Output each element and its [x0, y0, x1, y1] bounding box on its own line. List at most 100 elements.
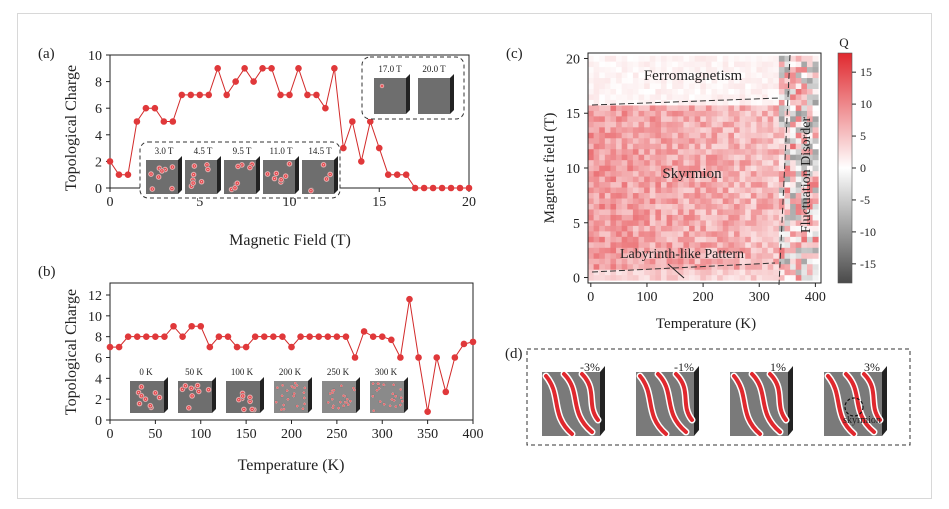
- heatmap-cell: [588, 274, 595, 281]
- heatmap-cell: [795, 214, 802, 221]
- heatmap-cell: [705, 126, 712, 133]
- heatmap-cell: [795, 258, 802, 265]
- heatmap-cell: [677, 269, 684, 276]
- heatmap-cell: [672, 247, 679, 254]
- data-point: [358, 158, 365, 165]
- heatmap-cell: [638, 159, 645, 166]
- inset-temperature-label: 250 K: [327, 367, 350, 377]
- heatmap-cell: [705, 236, 712, 243]
- heatmap-cell: [767, 176, 774, 183]
- heatmap-cell: [627, 66, 634, 73]
- heatmap-cell: [762, 214, 769, 221]
- heatmap-cell: [644, 55, 651, 62]
- heatmap-cell: [604, 258, 611, 265]
- heatmap-cell: [627, 214, 634, 221]
- data-point: [205, 91, 213, 99]
- heatmap-cell: [739, 94, 746, 100]
- heatmap-cell: [756, 198, 763, 204]
- heatmap-cell: [694, 154, 701, 161]
- heatmap-cell: [644, 61, 651, 68]
- heatmap-cell: [711, 132, 718, 139]
- heatmap-cell: [627, 115, 634, 122]
- heatmap-cell: [700, 94, 707, 100]
- heatmap-cell: [677, 66, 684, 73]
- heatmap-cell: [694, 220, 701, 226]
- heatmap-cell: [773, 236, 780, 243]
- heatmap-cell: [644, 94, 651, 100]
- heatmap-cell: [593, 110, 600, 117]
- heatmap-cell: [700, 214, 707, 221]
- heatmap-cell: [599, 230, 606, 237]
- heatmap-cell: [621, 148, 628, 155]
- heatmap-cell: [722, 192, 729, 199]
- heatmap-cell: [689, 66, 696, 73]
- heatmap-cell: [621, 88, 628, 95]
- heatmap-cell: [660, 121, 668, 128]
- heatmap-cell: [689, 241, 696, 248]
- heatmap-cell: [683, 241, 690, 248]
- heatmap-cell: [593, 187, 600, 194]
- heatmap-cell: [604, 198, 611, 204]
- heatmap-cell: [593, 181, 600, 188]
- heatmap-cell: [649, 214, 656, 221]
- heatmap-cell: [655, 192, 662, 199]
- heatmap-cell: [666, 170, 673, 177]
- heatmap-cell: [677, 209, 684, 215]
- heatmap-cell: [655, 88, 662, 95]
- heatmap-cell: [689, 176, 696, 183]
- heatmap-cell: [638, 94, 645, 100]
- data-point: [456, 184, 464, 192]
- heatmap-cell: [812, 115, 819, 122]
- heatmap-cell: [666, 154, 673, 161]
- heatmap-cell: [750, 241, 757, 248]
- heatmap-cell: [750, 115, 757, 122]
- heatmap-cell: [773, 148, 780, 155]
- heatmap-cell: [649, 269, 656, 276]
- heatmap-cell: [773, 88, 780, 95]
- heatmap-cell: [806, 77, 813, 84]
- data-point: [469, 338, 477, 346]
- inset-texture-image: [322, 377, 360, 413]
- heatmap-cell: [644, 220, 651, 226]
- heatmap-cell: [795, 247, 802, 254]
- heatmap-cell: [666, 269, 673, 276]
- heatmap-cell: [655, 236, 662, 243]
- heatmap-cell: [745, 252, 752, 259]
- heatmap-cell: [722, 143, 729, 150]
- inset-texture-image: [224, 156, 260, 194]
- heatmap-cell: [767, 61, 774, 68]
- heatmap-cell: [756, 94, 763, 100]
- data-point: [342, 333, 350, 340]
- heatmap-cell: [700, 220, 707, 226]
- heatmap-cell: [689, 61, 696, 68]
- heatmap-cell: [705, 115, 712, 122]
- heatmap-cell: [599, 236, 606, 243]
- heatmap-cell: [655, 263, 662, 270]
- heatmap-cell: [627, 88, 634, 95]
- heatmap-cell: [722, 132, 729, 139]
- heatmap-cell: [700, 132, 707, 139]
- heatmap-cell: [773, 209, 780, 215]
- heatmap-cell: [745, 192, 752, 199]
- heatmap-cell: [700, 247, 707, 254]
- heatmap-cell: [801, 159, 808, 166]
- heatmap-cell: [655, 159, 662, 166]
- heatmap-cell: [683, 55, 690, 62]
- heatmap-cell: [722, 115, 729, 122]
- heatmap-cell: [722, 121, 729, 128]
- heatmap-cell: [722, 203, 729, 210]
- heatmap-cell: [722, 252, 729, 259]
- heatmap-cell: [666, 236, 673, 243]
- inset-texture-image: [185, 156, 221, 194]
- data-point: [349, 118, 356, 125]
- heatmap-cell: [694, 214, 701, 221]
- heatmap-cell: [778, 77, 785, 84]
- heatmap-cell: [638, 214, 645, 221]
- heatmap-cell: [672, 170, 679, 177]
- heatmap-cell: [632, 148, 639, 155]
- colorbar-tick-label: 5: [860, 129, 866, 143]
- heatmap-cell: [711, 225, 718, 232]
- data-point: [179, 333, 186, 340]
- heatmap-cell: [739, 203, 746, 210]
- heatmap-cell: [672, 181, 679, 188]
